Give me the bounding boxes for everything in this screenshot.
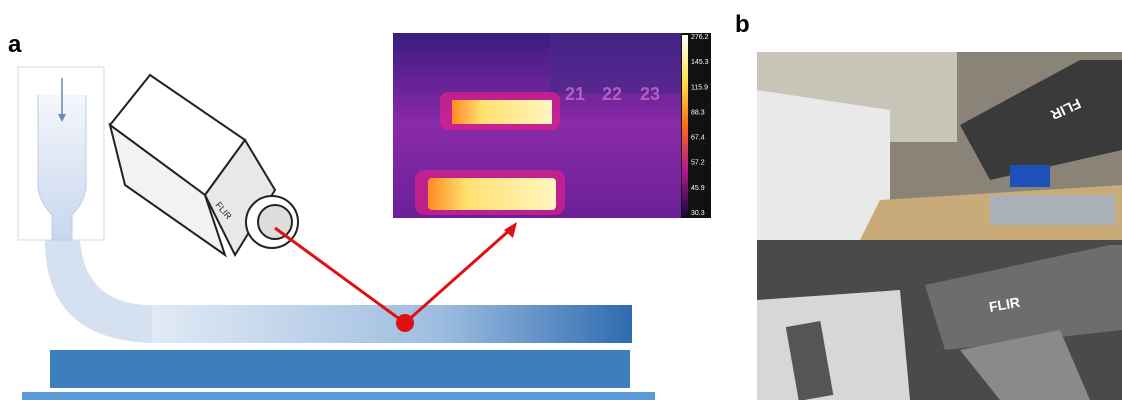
flow-pipe bbox=[45, 240, 152, 343]
camera: FLIR bbox=[110, 75, 298, 255]
colorbar-label: 45.9 bbox=[691, 185, 705, 192]
substrate-layer bbox=[22, 392, 655, 400]
ruler-label: 22 bbox=[602, 84, 622, 104]
photo-bottom: FLIR bbox=[757, 240, 1122, 400]
panel-label: a bbox=[8, 31, 22, 58]
thermal-hotspot bbox=[428, 178, 556, 210]
thermal-hotspot bbox=[452, 100, 552, 124]
colorbar bbox=[682, 35, 688, 216]
colorbar-label: 30.3 bbox=[691, 210, 705, 217]
substrate-layer bbox=[50, 350, 630, 388]
beam-spot bbox=[396, 314, 414, 332]
beam-arrow bbox=[504, 222, 517, 238]
ruler-labels: 21 22 23 bbox=[565, 84, 660, 104]
colorbar-label: 57.2 bbox=[691, 160, 705, 167]
colorbar-label: 276.2 bbox=[691, 34, 709, 41]
colorbar-label: 67.4 bbox=[691, 135, 705, 142]
colorbar-label: 88.3 bbox=[691, 109, 705, 116]
colorbar-label: 145.3 bbox=[691, 59, 709, 66]
colorbar-label: 115.9 bbox=[691, 84, 708, 91]
figure: a b FLIR 21 22 23 276.2 145.3 115.9 88.3 67.… bbox=[0, 0, 1122, 400]
printed-layer bbox=[152, 305, 632, 343]
ruler-label: 21 bbox=[565, 84, 585, 104]
photo-top: FLIR bbox=[757, 52, 1122, 240]
ruler-label: 23 bbox=[640, 84, 660, 104]
panel-label: b bbox=[735, 11, 750, 38]
